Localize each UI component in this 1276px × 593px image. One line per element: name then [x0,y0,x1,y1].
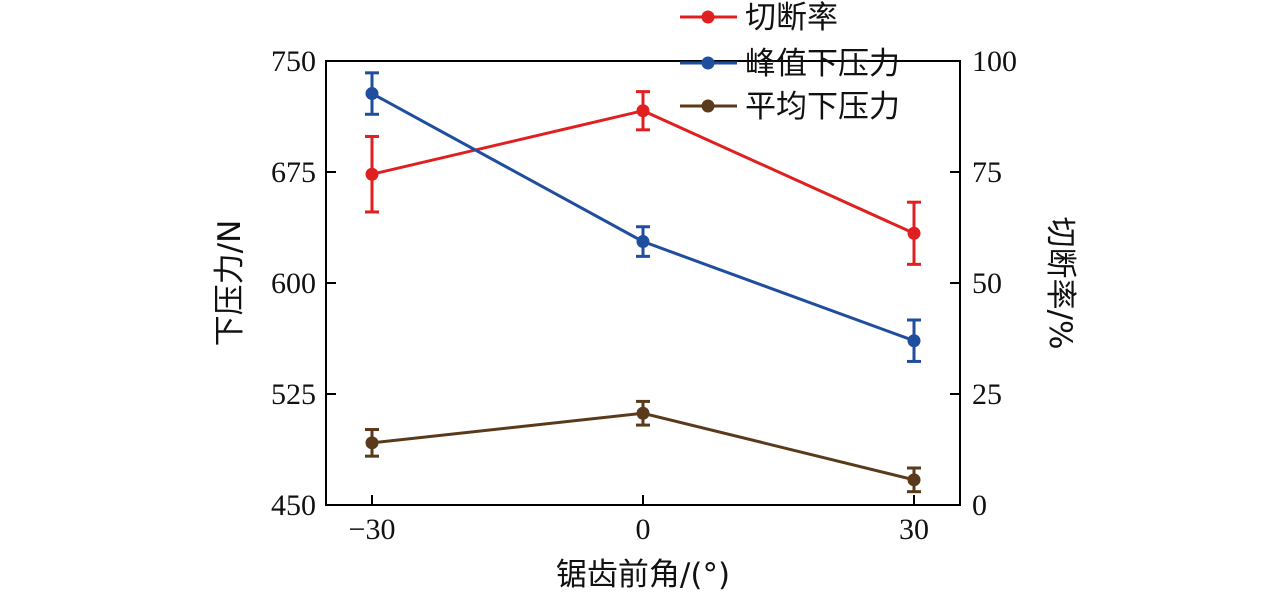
x-tick-label: −30 [349,513,396,546]
legend-item: 峰值下压力 [680,46,900,82]
data-point [365,167,379,181]
left-y-tick-label: 750 [271,45,316,78]
data-point [636,235,650,249]
right-y-tick-label: 0 [972,489,987,522]
legend-swatch-marker [701,10,715,24]
legend-label: 平均下压力 [745,89,900,125]
x-tick-label: 0 [636,513,651,546]
left-y-tick-label: 525 [271,378,316,411]
legend-label: 峰值下压力 [745,46,900,82]
x-axis: −30 0 30 [349,495,929,546]
series-2 [365,71,921,363]
legend-swatch-marker [701,56,715,70]
data-point [636,104,650,118]
right-y-tick-label: 75 [972,156,1002,189]
legend-item: 平均下压力 [680,89,900,125]
series-3 [365,399,921,494]
data-point [907,473,921,487]
left-y-axis: 450 525 600 675 750 [271,45,336,522]
right-y-tick-label: 50 [972,267,1002,300]
data-point [365,436,379,450]
x-tick-label: 30 [899,513,929,546]
legend-label: 切断率 [745,0,838,36]
data-point [365,87,379,101]
legend-item: 切断率 [680,0,838,36]
left-y-tick-label: 600 [271,267,316,300]
right-y-tick-label: 100 [972,45,1017,78]
left-y-tick-label: 675 [271,156,316,189]
right-y-axis: 0 25 50 75 100 [950,45,1017,522]
right-y-tick-label: 25 [972,378,1002,411]
data-point [907,226,921,240]
data-point [907,334,921,348]
left-y-tick-label: 450 [271,489,316,522]
data-point [636,406,650,420]
legend-swatch-marker [701,99,715,113]
series-1 [365,90,921,266]
right-y-axis-title: 切断率/% [1042,217,1078,350]
left-y-axis-title: 下压力/N [212,220,248,347]
x-axis-title: 锯齿前角/(°) [556,557,730,593]
series-layer [365,71,921,494]
